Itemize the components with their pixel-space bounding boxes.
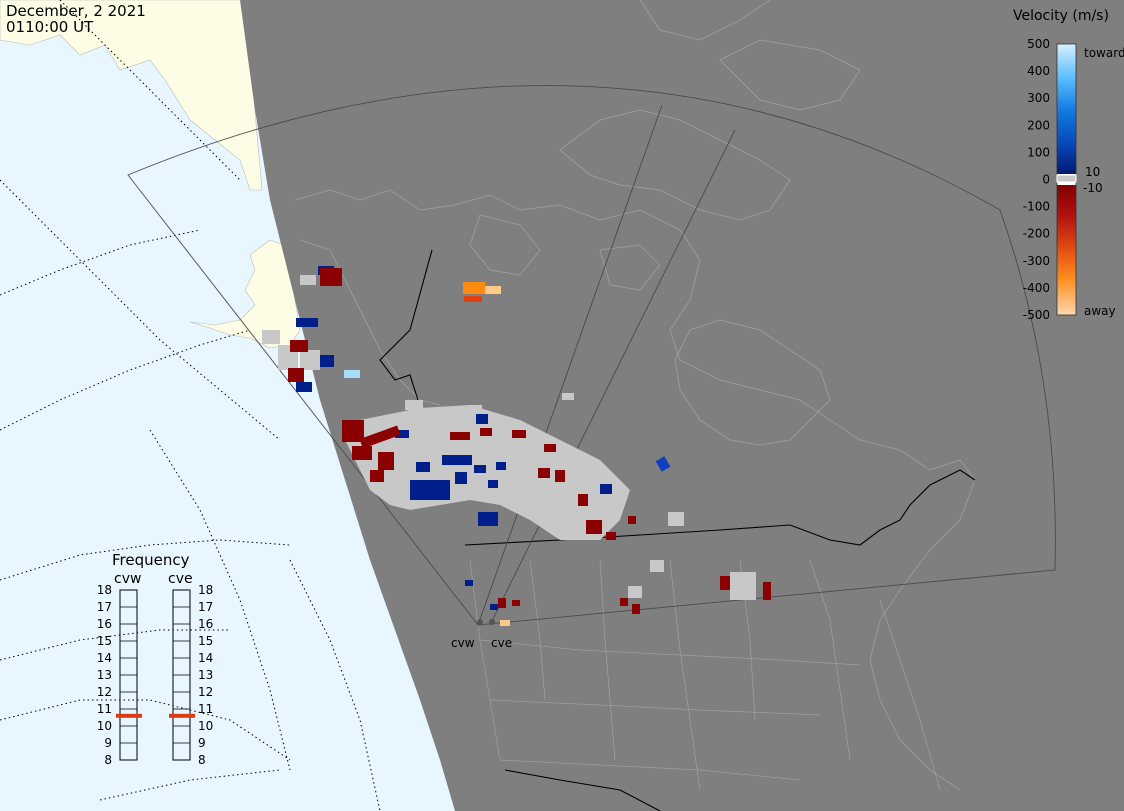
colorbar-title: Velocity (m/s) <box>1013 8 1109 24</box>
frequency-tick-label-right: 12 <box>198 685 213 699</box>
frequency-tick-label-right: 14 <box>198 651 213 665</box>
colorbar-zero-band <box>1056 174 1077 183</box>
colorbar-toward-label: toward <box>1084 46 1124 60</box>
frequency-marker-cve <box>169 713 195 718</box>
site-cve-label: cve <box>491 636 512 650</box>
coastlines <box>294 0 976 791</box>
frequency-title: Frequency <box>112 551 190 569</box>
time-label: 0110:00 UT <box>6 18 94 36</box>
frequency-tick-label-right: 8 <box>198 753 206 767</box>
frequency-tick-label-left: 16 <box>97 617 112 631</box>
night-terminator <box>240 0 1124 811</box>
frequency-tick-label-right: 11 <box>198 702 213 716</box>
frequency-radar-cvw: cvw <box>114 571 141 587</box>
site-cvw-marker <box>477 619 483 625</box>
frequency-tick-label-right: 18 <box>198 583 213 597</box>
date-label: December, 2 2021 <box>6 2 146 20</box>
frequency-tick-label-left: 9 <box>104 736 112 750</box>
colorbar-away-label: away <box>1084 304 1116 318</box>
frequency-tick-label-right: 16 <box>198 617 213 631</box>
frequency-tick-label-left: 18 <box>97 583 112 597</box>
frequency-tick-label-right: 17 <box>198 600 213 614</box>
velocity-colorbar: Velocity (m/s) 500 400 300 200 100 0 -100 -200 -… <box>1013 8 1124 322</box>
velocity-away <box>288 268 771 626</box>
frequency-tick-label-right: 13 <box>198 668 213 682</box>
colorbar-neg10-label: -10 <box>1083 181 1103 195</box>
colorbar-tick-label: 500 <box>1027 37 1050 51</box>
site-cve-marker <box>489 619 495 625</box>
frequency-marker-cvw <box>116 713 142 718</box>
frequency-tick-label-left: 17 <box>97 600 112 614</box>
colorbar-tick-label: 0 <box>1042 173 1050 187</box>
frequency-tick-label-right: 10 <box>198 719 213 733</box>
frequency-tick-label-left: 14 <box>97 651 112 665</box>
frequency-tick-label-right: 9 <box>198 736 206 750</box>
frequency-tick-label-left: 12 <box>97 685 112 699</box>
site-cvw-label: cvw <box>451 636 475 650</box>
frequency-tick-label-left: 15 <box>97 634 112 648</box>
velocity-toward <box>296 266 671 610</box>
colorbar-tick-label: -100 <box>1023 200 1050 214</box>
frequency-panel: Frequency cvw cve 18 18 17 17 16 16 15 15 14 14 13… <box>97 551 214 767</box>
radar-sites: cvw cve <box>451 619 512 650</box>
frequency-tick-label-left: 13 <box>97 668 112 682</box>
ground-scatter <box>262 275 756 600</box>
colorbar-pos10-label: 10 <box>1085 165 1100 179</box>
colorbar-tick-label: 400 <box>1027 64 1050 78</box>
frequency-tick-label-left: 8 <box>104 753 112 767</box>
colorbar-tick-label: -200 <box>1023 227 1050 241</box>
colorbar-tick-label: 200 <box>1027 118 1050 132</box>
frequency-radar-cve: cve <box>168 571 193 587</box>
colorbar-tick-label: -300 <box>1023 254 1050 268</box>
colorbar-tick-label: -400 <box>1023 281 1050 295</box>
frequency-tick-label-right: 15 <box>198 634 213 648</box>
frequency-tick-label-left: 11 <box>97 702 112 716</box>
radar-fov <box>127 85 1056 626</box>
day-land-siberia <box>0 0 263 191</box>
frequency-tick-label-left: 10 <box>97 719 112 733</box>
colorbar-tick-label: 300 <box>1027 91 1050 105</box>
colorbar-tick-label: 100 <box>1027 145 1050 159</box>
colorbar-tick-label: -500 <box>1023 308 1050 322</box>
